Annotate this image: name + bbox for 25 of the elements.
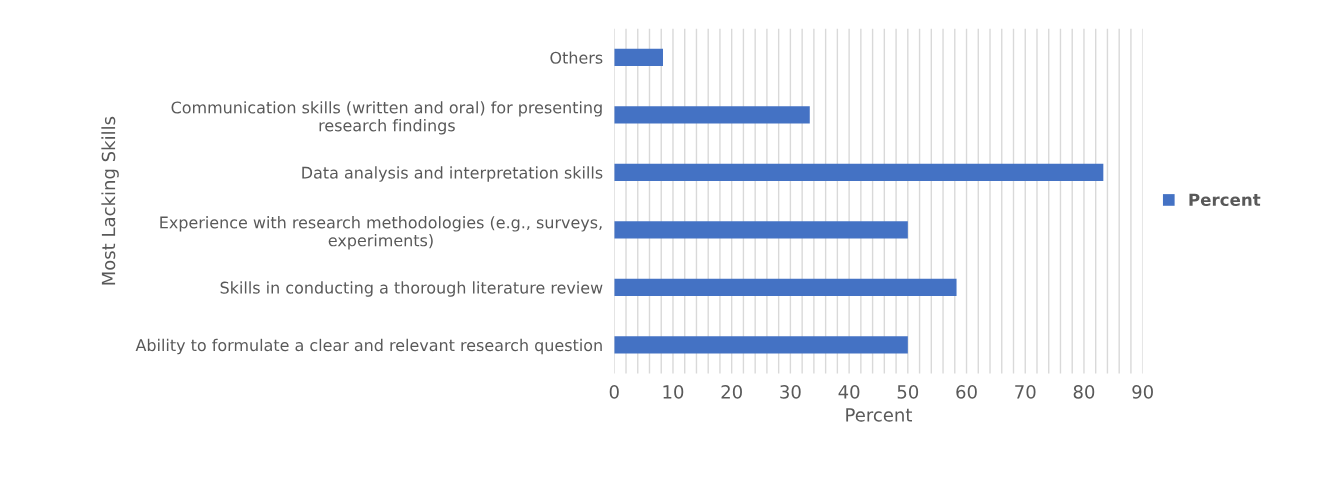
x-tick-label: 90 <box>1132 385 1153 399</box>
y-tick-label: Others <box>550 51 603 64</box>
bar <box>614 106 810 124</box>
bar <box>614 163 1104 182</box>
legend-label: Percent <box>1189 193 1261 207</box>
bar <box>614 336 908 354</box>
bar <box>614 221 908 239</box>
x-tick-label: 70 <box>1015 385 1036 399</box>
y-tick-label: Data analysis and interpretation skills <box>302 166 603 182</box>
x-tick-label: 40 <box>838 385 860 399</box>
x-axis-title: Percent <box>846 408 912 422</box>
bar <box>614 48 663 67</box>
x-tick-label: 30 <box>780 385 801 399</box>
x-tick-label: 80 <box>1073 385 1095 399</box>
x-tick-label: 60 <box>956 385 977 399</box>
y-tick-label: Communication skills (written and oral) for presenting research findings <box>171 101 602 135</box>
y-tick-label: Ability to formulate a clear and relevant research question <box>135 338 602 355</box>
y-axis-title: Most Lacking Skills <box>101 116 119 285</box>
y-tick-label: Skills in conducting a thorough literature review <box>220 281 603 297</box>
x-tick-label: 10 <box>663 385 684 399</box>
x-tick-label: 50 <box>897 385 919 399</box>
y-tick-label: Experience with research methodologies (e.g., surveys, experiments) <box>160 216 602 250</box>
x-tick-label: 20 <box>721 385 742 399</box>
x-tick-label: 0 <box>609 385 619 399</box>
bar <box>614 278 957 297</box>
